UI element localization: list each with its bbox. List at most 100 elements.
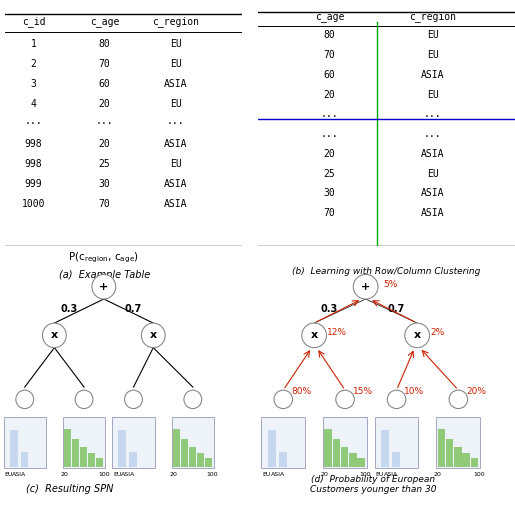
Text: ASIA: ASIA bbox=[421, 188, 444, 198]
Text: 0.3: 0.3 bbox=[321, 304, 338, 314]
Text: 0.3: 0.3 bbox=[61, 304, 78, 314]
Circle shape bbox=[125, 390, 142, 409]
Text: 998: 998 bbox=[25, 139, 42, 149]
Bar bbox=[454, 447, 462, 467]
Text: c_region: c_region bbox=[409, 11, 456, 22]
Circle shape bbox=[184, 390, 202, 409]
Bar bbox=[436, 417, 480, 468]
Bar bbox=[381, 430, 389, 467]
Bar bbox=[349, 453, 356, 467]
Text: x: x bbox=[51, 330, 58, 340]
Text: 5%: 5% bbox=[384, 280, 398, 289]
Text: c_id: c_id bbox=[22, 16, 45, 27]
Text: 30: 30 bbox=[99, 179, 111, 189]
Text: 20: 20 bbox=[320, 472, 329, 477]
Bar bbox=[357, 458, 365, 467]
Text: 60: 60 bbox=[99, 79, 111, 89]
Text: (c)  Resulting SPN: (c) Resulting SPN bbox=[26, 484, 113, 494]
Text: 100: 100 bbox=[207, 472, 218, 477]
Bar bbox=[129, 452, 137, 467]
Bar bbox=[4, 417, 46, 468]
Text: ASIA: ASIA bbox=[12, 472, 26, 477]
Circle shape bbox=[274, 390, 293, 409]
Text: P(c$_{\rm region}$, c$_{\rm age}$): P(c$_{\rm region}$, c$_{\rm age}$) bbox=[68, 251, 139, 265]
Circle shape bbox=[387, 390, 406, 409]
Bar bbox=[80, 447, 87, 467]
Bar bbox=[118, 430, 126, 467]
Text: EU: EU bbox=[170, 99, 182, 109]
Bar bbox=[96, 458, 103, 467]
Text: 80%: 80% bbox=[291, 387, 311, 396]
Bar bbox=[197, 453, 204, 467]
Bar bbox=[112, 417, 154, 468]
Bar bbox=[63, 417, 105, 468]
Text: 2: 2 bbox=[30, 59, 37, 69]
Text: ASIA: ASIA bbox=[164, 139, 187, 149]
Bar bbox=[10, 430, 18, 467]
Circle shape bbox=[302, 323, 327, 348]
Circle shape bbox=[405, 323, 430, 348]
Text: c_age: c_age bbox=[315, 12, 345, 22]
Text: ASIA: ASIA bbox=[164, 79, 187, 89]
Text: 1: 1 bbox=[30, 39, 37, 49]
Text: 20: 20 bbox=[99, 139, 111, 149]
Circle shape bbox=[43, 323, 66, 348]
Text: 100: 100 bbox=[98, 472, 110, 477]
Text: EU: EU bbox=[113, 472, 122, 477]
Text: ...: ... bbox=[424, 110, 441, 119]
Text: 30: 30 bbox=[324, 188, 335, 198]
Text: 3: 3 bbox=[30, 79, 37, 89]
Text: 60: 60 bbox=[324, 70, 335, 80]
Text: 0.7: 0.7 bbox=[388, 304, 405, 314]
Circle shape bbox=[353, 274, 378, 299]
Text: ...: ... bbox=[167, 116, 184, 126]
Bar bbox=[446, 439, 454, 467]
Bar bbox=[392, 452, 400, 467]
Text: 25: 25 bbox=[324, 168, 335, 179]
Bar bbox=[375, 417, 418, 468]
Text: x: x bbox=[311, 330, 318, 340]
Text: 25: 25 bbox=[99, 159, 111, 169]
Text: 100: 100 bbox=[360, 472, 371, 477]
Text: ...: ... bbox=[25, 116, 42, 126]
Text: 100: 100 bbox=[473, 472, 485, 477]
Bar bbox=[462, 453, 470, 467]
Text: (a)  Example Table: (a) Example Table bbox=[59, 270, 150, 280]
Text: x: x bbox=[414, 330, 421, 340]
Circle shape bbox=[142, 323, 165, 348]
Text: 10%: 10% bbox=[404, 387, 424, 396]
Bar bbox=[88, 453, 95, 467]
Text: ASIA: ASIA bbox=[421, 149, 444, 159]
Circle shape bbox=[449, 390, 468, 409]
Text: c_age: c_age bbox=[90, 17, 119, 27]
Text: EU: EU bbox=[262, 472, 270, 477]
Bar bbox=[261, 417, 305, 468]
Text: 20: 20 bbox=[169, 472, 177, 477]
Text: ASIA: ASIA bbox=[121, 472, 135, 477]
Text: 1000: 1000 bbox=[22, 199, 45, 209]
Text: ...: ... bbox=[424, 129, 441, 139]
Text: ...: ... bbox=[321, 110, 338, 119]
Text: 80: 80 bbox=[99, 39, 111, 49]
Bar bbox=[64, 429, 72, 467]
Text: ASIA: ASIA bbox=[421, 208, 444, 218]
Text: 0.7: 0.7 bbox=[125, 304, 142, 314]
Text: 20: 20 bbox=[324, 90, 335, 100]
Text: 20: 20 bbox=[434, 472, 442, 477]
Text: 70: 70 bbox=[324, 50, 335, 60]
Circle shape bbox=[92, 274, 116, 299]
Text: x: x bbox=[150, 330, 157, 340]
Bar bbox=[279, 452, 287, 467]
Text: 20: 20 bbox=[99, 99, 111, 109]
Bar bbox=[204, 458, 212, 467]
Bar bbox=[341, 447, 348, 467]
Text: (d)  Probability of European
Customers younger than 30: (d) Probability of European Customers yo… bbox=[310, 475, 437, 494]
Text: EU: EU bbox=[170, 59, 182, 69]
Text: 4: 4 bbox=[30, 99, 37, 109]
Circle shape bbox=[75, 390, 93, 409]
Text: ...: ... bbox=[321, 129, 338, 139]
Bar bbox=[72, 439, 79, 467]
Text: ASIA: ASIA bbox=[421, 70, 444, 80]
Text: 20: 20 bbox=[324, 149, 335, 159]
Bar bbox=[189, 447, 196, 467]
